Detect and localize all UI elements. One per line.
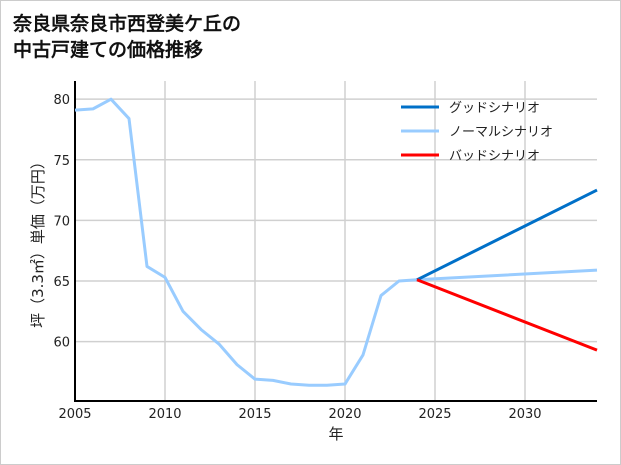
- legend-label-2: バッドシナリオ: [449, 149, 540, 164]
- series-line-0: [416, 188, 598, 282]
- chart-title-line2: 中古戸建ての価格推移: [13, 39, 204, 61]
- x-tick-label: 2010: [148, 407, 181, 422]
- y-tick-label: 75: [53, 154, 70, 169]
- x-tick-label: 2030: [508, 407, 541, 422]
- y-tick-label: 60: [53, 336, 70, 351]
- chart-title: 奈良県奈良市西登美ケ丘の 中古戸建ての価格推移: [13, 11, 241, 63]
- legend-label-1: ノーマルシナリオ: [449, 125, 553, 140]
- y-tick-label: 70: [53, 214, 70, 229]
- series-line-2: [416, 278, 598, 352]
- chart-title-line1: 奈良県奈良市西登美ケ丘の: [13, 13, 242, 35]
- x-tick-label: 2015: [238, 407, 271, 422]
- y-tick-label: 80: [53, 93, 70, 108]
- x-axis-label: 年: [328, 425, 343, 443]
- y-axis-label: 坪（3.3㎡）単価（万円）: [29, 154, 47, 328]
- x-tick-label: 2025: [418, 407, 451, 422]
- series-line-1: [74, 97, 598, 387]
- legend-label-0: グッドシナリオ: [449, 101, 540, 116]
- y-tick-label: 65: [53, 275, 70, 290]
- x-tick-label: 2020: [328, 407, 361, 422]
- x-tick-label: 2005: [58, 407, 91, 422]
